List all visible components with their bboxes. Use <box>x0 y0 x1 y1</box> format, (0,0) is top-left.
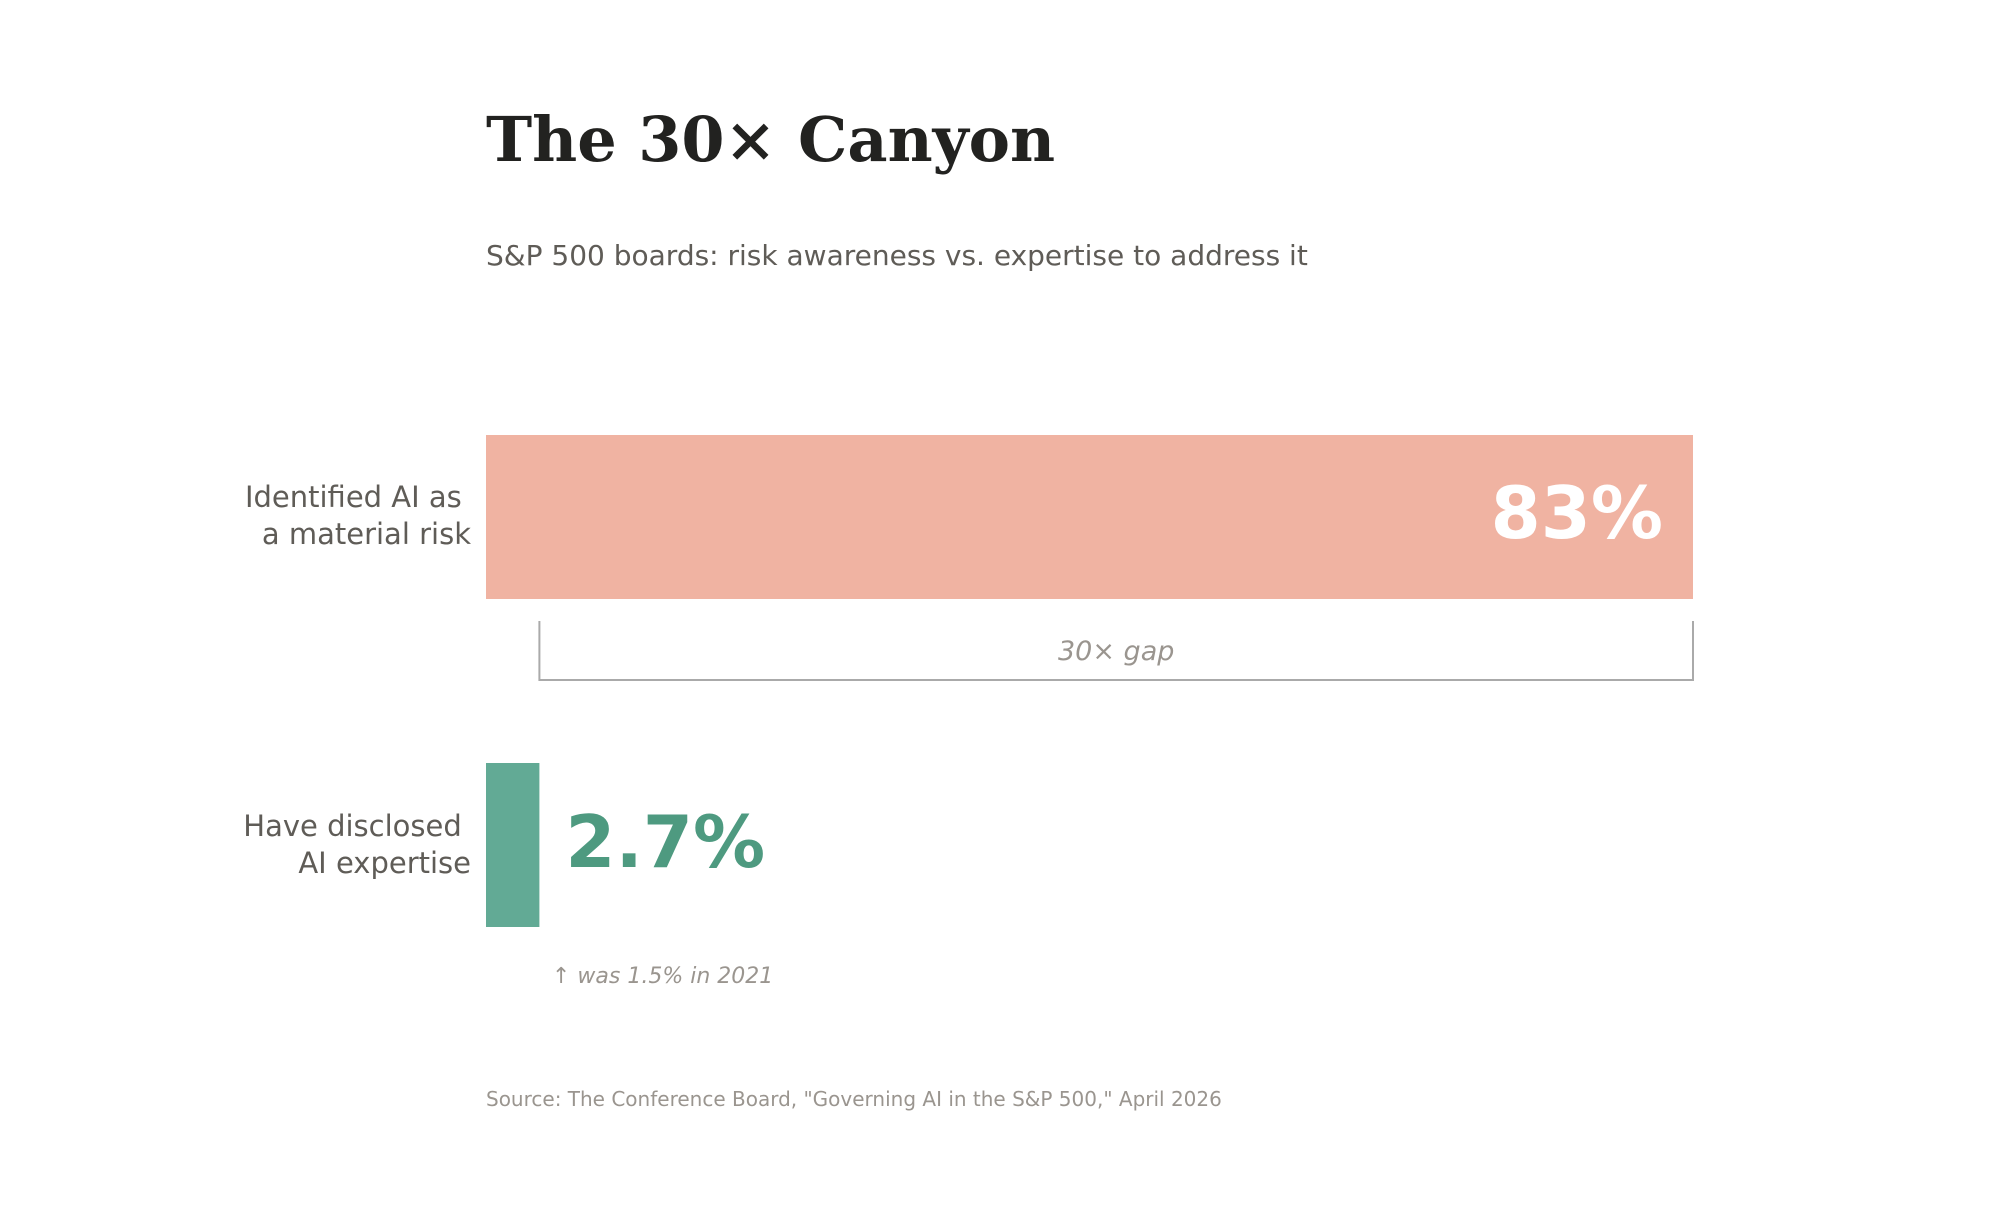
chart-title: The 30× Canyon <box>486 103 1055 176</box>
value-label-expertise: 2.7% <box>565 800 765 884</box>
category-label-risk: Identified AI as a material risk <box>245 480 471 551</box>
value-label-risk: 83% <box>1491 471 1663 555</box>
category-label-risk-line-2: a material risk <box>262 517 471 551</box>
bar-expertise <box>486 763 540 927</box>
chart-subtitle: S&P 500 boards: risk awareness vs. exper… <box>486 239 1308 272</box>
bar-risk <box>486 435 1693 599</box>
source-note: Source: The Conference Board, "Governing… <box>486 1087 1222 1111</box>
category-label-expertise: Have disclosed AI expertise <box>243 809 471 880</box>
category-label-expertise-line-2: AI expertise <box>298 846 471 880</box>
gap-bracket <box>538 621 1694 681</box>
category-label-expertise-line-1: Have disclosed <box>243 809 461 843</box>
category-label-risk-line-1: Identified AI as <box>245 480 462 514</box>
history-note: ↑ was 1.5% in 2021 <box>552 964 773 989</box>
gap-label: 30× gap <box>1058 636 1174 667</box>
